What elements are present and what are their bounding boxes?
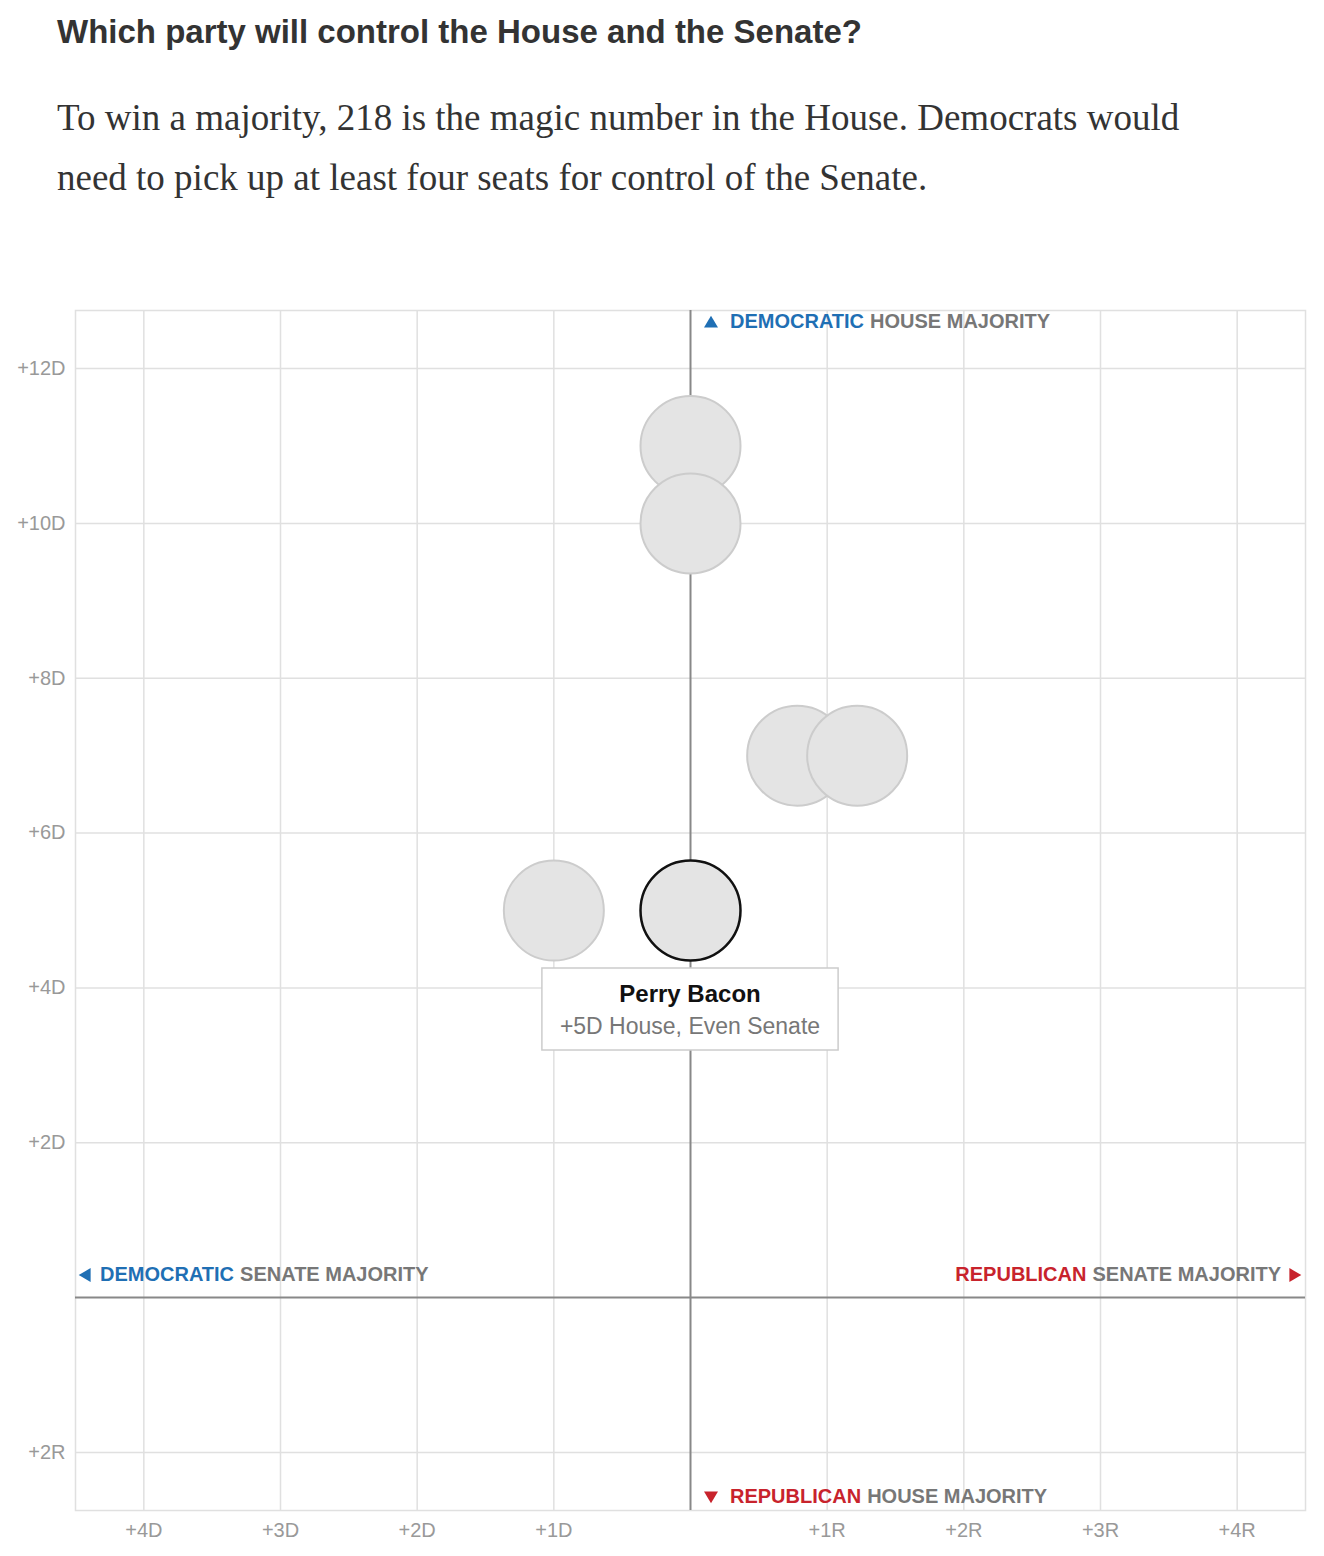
svg-text:+10D: +10D <box>17 512 65 534</box>
svg-text:+12D: +12D <box>17 357 65 379</box>
svg-text:+4R: +4R <box>1219 1519 1256 1541</box>
svg-text:+1D: +1D <box>535 1519 572 1541</box>
svg-text:+1R: +1R <box>809 1519 846 1541</box>
svg-text:REPUBLICANHOUSE MAJORITY: REPUBLICANHOUSE MAJORITY <box>730 1485 1048 1507</box>
svg-text:+3D: +3D <box>262 1519 299 1541</box>
html-text:Which party will control the H: Which party will control the House and t… <box>57 13 862 50</box>
svg-text:+2R: +2R <box>28 1441 65 1463</box>
html-text:To win a majority, 218 is the: To win a majority, 218 is the magic numb… <box>57 97 1180 198</box>
svg-text:+3R: +3R <box>1082 1519 1119 1541</box>
svg-text:+2R: +2R <box>945 1519 982 1541</box>
svg-text:+2D: +2D <box>28 1131 65 1153</box>
svg-text:DEMOCRATICHOUSE MAJORITY: DEMOCRATICHOUSE MAJORITY <box>730 310 1051 332</box>
svg-text:+2D: +2D <box>399 1519 436 1541</box>
svg-text:REPUBLICANSENATE MAJORITY: REPUBLICANSENATE MAJORITY <box>955 1263 1281 1285</box>
svg-text:+6D: +6D <box>28 821 65 843</box>
svg-text:+5D House, Even Senate: +5D House, Even Senate <box>560 1013 820 1039</box>
svg-text:+4D: +4D <box>125 1519 162 1541</box>
svg-text:DEMOCRATICSENATE MAJORITY: DEMOCRATICSENATE MAJORITY <box>100 1263 429 1285</box>
svg-text:+4D: +4D <box>28 976 65 998</box>
svg-text:Perry Bacon: Perry Bacon <box>619 980 760 1007</box>
svg-text:+8D: +8D <box>28 667 65 689</box>
